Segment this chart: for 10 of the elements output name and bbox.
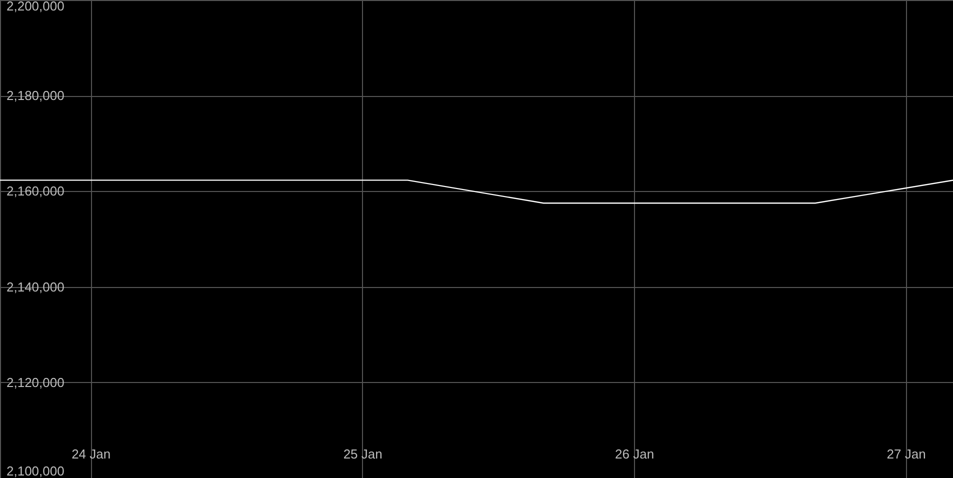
y-tick-label: 2,140,000 <box>6 279 64 294</box>
x-tick-label: 24 Jan <box>72 446 111 462</box>
x-tick-label: 26 Jan <box>615 446 654 462</box>
x-tick-label: 27 Jan <box>886 446 926 462</box>
y-tick-label: 2,160,000 <box>6 184 64 199</box>
y-tick-label: 2,180,000 <box>6 88 64 104</box>
y-tick-label: 2,120,000 <box>6 374 64 390</box>
y-tick-label: 2,100,000 <box>6 464 64 478</box>
x-tick-label: 25 Jan <box>343 446 382 462</box>
y-tick-label: 2,200,000 <box>6 0 64 14</box>
